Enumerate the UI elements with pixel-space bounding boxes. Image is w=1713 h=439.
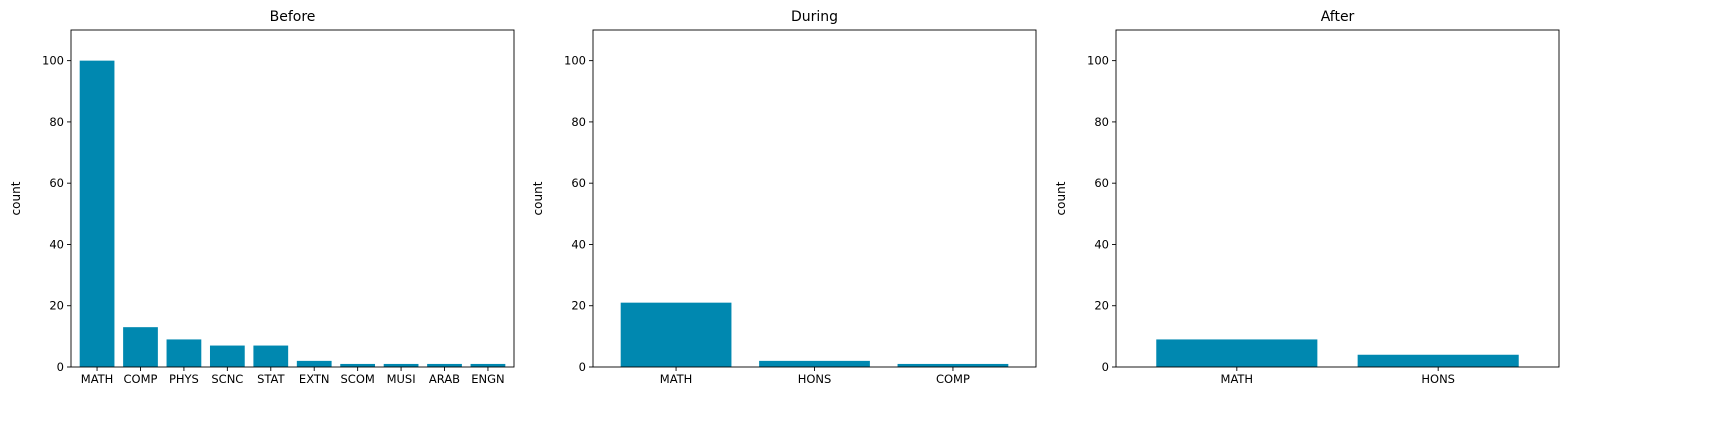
bar-musi: [383, 363, 419, 367]
bar-hons: [1357, 354, 1519, 367]
x-tick-label: ENGN: [471, 372, 504, 386]
bar-extn: [296, 360, 332, 367]
x-tick-label: SCNC: [211, 372, 243, 386]
bar-phys: [166, 339, 202, 367]
bar-engn: [470, 363, 506, 367]
y-tick-label: 40: [571, 237, 586, 251]
y-tick-label: 80: [1094, 115, 1109, 129]
chart-panel-2: 0 20 40 60 80 100 MATH HONS COMP During count: [531, 9, 1037, 386]
chart-panel-1: 0 20 40 60 80 100 MATH COMP PHYS SCNC STAT EXTN SCOM…: [9, 9, 515, 386]
y-axis-label: count: [1054, 181, 1068, 215]
y-tick-label: 60: [571, 176, 586, 190]
bar-arab: [427, 363, 462, 367]
panel-title: During: [791, 9, 838, 25]
x-tick-label: HONS: [798, 372, 832, 386]
y-tick-label: 60: [1094, 176, 1109, 190]
bar-scom: [340, 363, 376, 367]
x-tick-label: MATH: [660, 372, 693, 386]
x-tick-label: ARAB: [429, 372, 460, 386]
bar-hons: [759, 360, 870, 367]
y-tick-label: 40: [1094, 237, 1109, 251]
y-tick-label: 80: [571, 115, 586, 129]
x-tick-label: COMP: [936, 372, 970, 386]
chart-panel-3: 0 20 40 60 80 100 MATH HONS After count: [1054, 9, 1560, 386]
x-tick-label: COMP: [124, 372, 158, 386]
y-tick-label: 100: [42, 54, 64, 68]
panel-title: After: [1321, 9, 1355, 25]
y-tick-label: 0: [1102, 360, 1109, 374]
y-axis-label: count: [531, 181, 545, 215]
y-tick-label: 40: [49, 237, 64, 251]
y-tick-label: 0: [579, 360, 586, 374]
x-tick-label: SCOM: [340, 372, 374, 386]
x-tick-label: EXTN: [299, 372, 330, 386]
y-tick-label: 0: [57, 360, 64, 374]
bar-math: [1156, 339, 1318, 367]
bar-comp: [123, 327, 158, 367]
x-tick-label: PHYS: [169, 372, 199, 386]
y-tick-label: 20: [571, 299, 586, 313]
bar-scnc: [209, 345, 245, 367]
panel-title: Before: [270, 9, 316, 25]
axes-frame: [1115, 29, 1560, 368]
axes-frame: [70, 29, 515, 368]
y-tick-label: 20: [49, 299, 64, 313]
x-tick-label: MATH: [1221, 372, 1254, 386]
y-axis-label: count: [9, 181, 23, 215]
bar-comp: [897, 363, 1009, 367]
bar-math: [620, 302, 732, 367]
y-tick-label: 60: [49, 176, 64, 190]
x-tick-label: HONS: [1421, 372, 1455, 386]
y-tick-label: 20: [1094, 299, 1109, 313]
x-tick-label: MATH: [81, 372, 114, 386]
y-tick-label: 100: [564, 54, 586, 68]
x-tick-label: STAT: [257, 372, 285, 386]
y-tick-label: 80: [49, 115, 64, 129]
bar-stat: [253, 345, 289, 367]
x-tick-label: MUSI: [387, 372, 416, 386]
bar-math: [79, 60, 115, 367]
y-tick-label: 100: [1087, 54, 1109, 68]
